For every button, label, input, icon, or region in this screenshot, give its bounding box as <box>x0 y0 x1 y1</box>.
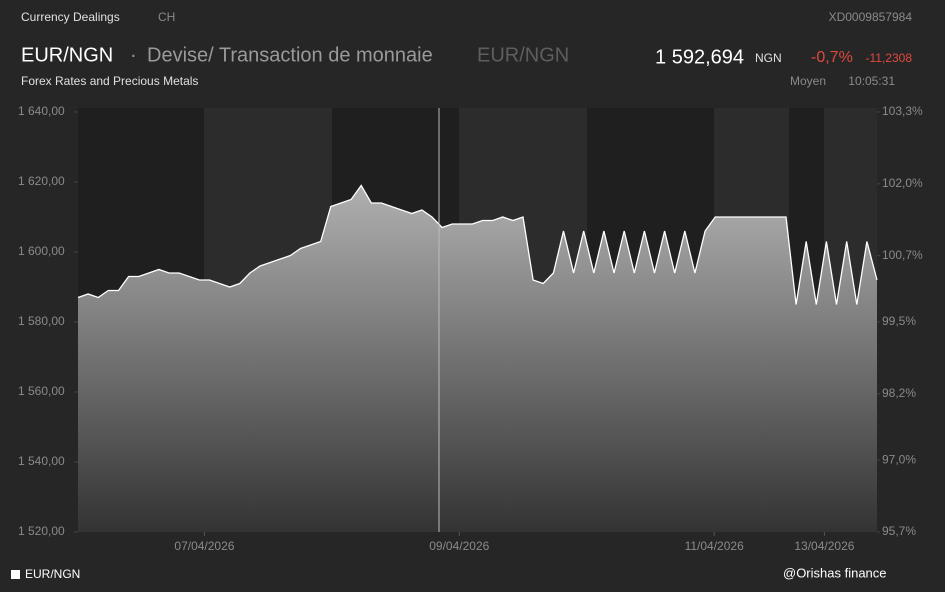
line <box>77 184 878 305</box>
country: CH <box>158 10 175 24</box>
y-tick-label: 1 520,00 <box>18 524 65 538</box>
description: Devise/ Transaction de monnaie <box>147 44 433 66</box>
time: 10:05:31 <box>848 74 895 88</box>
subtitle: Forex Rates and Precious Metals <box>21 74 198 88</box>
x-tick-label: 11/04/2026 <box>685 539 744 553</box>
change-pct: -0,7% <box>811 49 853 66</box>
x-tick-label: 09/04/2026 <box>429 539 489 553</box>
y-tick-label: 1 620,00 <box>18 174 65 188</box>
watermark: @Orishas finance <box>783 565 887 580</box>
y-tick-label: 1 580,00 <box>18 314 65 328</box>
y2-tick-label: 99,5% <box>882 314 916 328</box>
y-tick-label: 1 640,00 <box>18 104 65 118</box>
legend-swatch <box>11 570 20 579</box>
y-tick-label: 1 600,00 <box>18 244 65 258</box>
y2-tick-label: 95,7% <box>882 524 916 538</box>
header: Currency Dealings CH XD0009857984 EUR/NG… <box>21 10 912 88</box>
y2-tick-label: 98,2% <box>882 386 916 400</box>
pair: EUR/NGN <box>21 44 113 66</box>
y-tick-label: 1 540,00 <box>18 454 65 468</box>
x-tick-label: 13/04/2026 <box>794 539 854 553</box>
y2-tick-label: 100,7% <box>882 248 923 262</box>
source: Currency Dealings <box>21 10 120 24</box>
legend-label: EUR/NGN <box>25 567 80 581</box>
currency: NGN <box>755 51 782 65</box>
separator: · <box>130 44 137 66</box>
change-abs: -11,2308 <box>866 51 913 65</box>
y-tick-label: 1 560,00 <box>18 384 65 398</box>
price-type: Moyen <box>790 74 826 88</box>
isin: XD0009857984 <box>829 10 913 24</box>
pair-secondary: EUR/NGN <box>477 44 569 66</box>
y2-tick-label: 102,0% <box>882 176 923 190</box>
y2-tick-label: 97,0% <box>882 452 916 466</box>
y2-tick-label: 103,3% <box>882 104 923 118</box>
x-tick-label: 07/04/2026 <box>174 539 234 553</box>
area <box>78 185 877 532</box>
price: 1 592,694 <box>655 46 744 68</box>
plot <box>77 184 878 532</box>
